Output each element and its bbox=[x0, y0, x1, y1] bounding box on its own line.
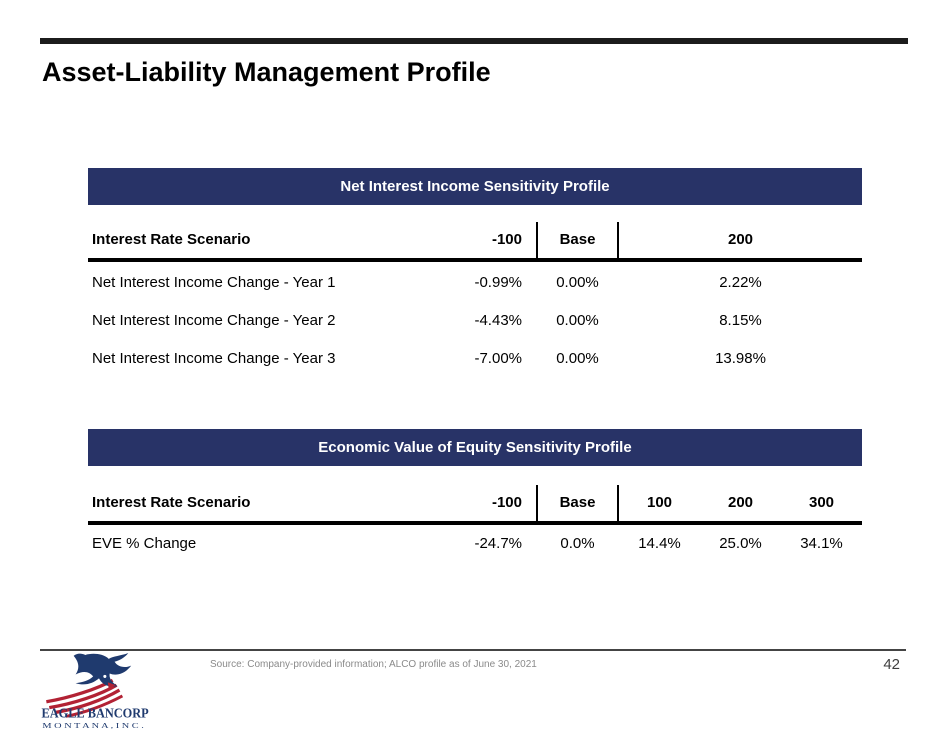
nii-header-200: 200 bbox=[727, 231, 754, 248]
nii-table-title-banner: Net Interest Income Sensitivity Profile bbox=[88, 168, 862, 205]
cell-value: 14.4% bbox=[638, 535, 681, 552]
page-title: Asset-Liability Management Profile bbox=[42, 57, 491, 87]
eagle-bancorp-logo: EAGLE BANCORP M O N T A N A , I N C . bbox=[41, 653, 149, 730]
cell-value: 0.0% bbox=[560, 535, 595, 552]
row-label: Net Interest Income Change - Year 1 bbox=[92, 274, 336, 291]
cell-value: 0.00% bbox=[556, 312, 599, 329]
nii-header-base: Base bbox=[559, 231, 596, 248]
nii-header-minus100: -100 bbox=[491, 231, 522, 248]
nii-sensitivity-table: Net Interest Income Sensitivity Profile … bbox=[88, 168, 862, 378]
table-row: Net Interest Income Change - Year 2 -4.4… bbox=[88, 302, 862, 340]
footer-rule bbox=[40, 649, 906, 651]
cell-value: -0.99% bbox=[474, 274, 522, 291]
eve-header-scenario: Interest Rate Scenario bbox=[92, 494, 251, 511]
cell-value: -24.7% bbox=[474, 535, 522, 552]
column-divider bbox=[536, 485, 538, 521]
table-row: EVE % Change -24.7% 0.0% 14.4% 25.0% 34.… bbox=[88, 525, 862, 563]
eve-sensitivity-table: Economic Value of Equity Sensitivity Pro… bbox=[88, 429, 862, 563]
cell-value: 13.98% bbox=[715, 350, 766, 367]
cell-value: 8.15% bbox=[719, 312, 762, 329]
cell-value: 0.00% bbox=[556, 350, 599, 367]
cell-value: -4.43% bbox=[474, 312, 522, 329]
top-rule bbox=[40, 38, 908, 44]
eve-header-100: 100 bbox=[646, 494, 673, 511]
eagle-icon bbox=[73, 653, 132, 690]
logo-subtitle-text: M O N T A N A , I N C . bbox=[42, 723, 144, 730]
logo-company-text: EAGLE BANCORP bbox=[41, 705, 148, 720]
eve-header-base: Base bbox=[559, 494, 596, 511]
eve-header-300: 300 bbox=[808, 494, 835, 511]
source-note: Source: Company-provided information; AL… bbox=[210, 659, 537, 670]
row-label: Net Interest Income Change - Year 2 bbox=[92, 312, 336, 329]
table-row: Net Interest Income Change - Year 3 -7.0… bbox=[88, 340, 862, 378]
eve-table-header-row: Interest Rate Scenario -100 Base 100 200… bbox=[88, 485, 862, 525]
nii-header-scenario: Interest Rate Scenario bbox=[92, 231, 251, 248]
row-label: Net Interest Income Change - Year 3 bbox=[92, 350, 336, 367]
cell-value: 2.22% bbox=[719, 274, 762, 291]
nii-table-header-row: Interest Rate Scenario -100 Base 200 bbox=[88, 222, 862, 262]
cell-value: 25.0% bbox=[719, 535, 762, 552]
column-divider bbox=[617, 222, 619, 258]
cell-value: -7.00% bbox=[474, 350, 522, 367]
row-label: EVE % Change bbox=[92, 535, 197, 552]
eve-table-title-banner: Economic Value of Equity Sensitivity Pro… bbox=[88, 429, 862, 466]
eve-header-200: 200 bbox=[727, 494, 754, 511]
cell-value: 0.00% bbox=[556, 274, 599, 291]
column-divider bbox=[536, 222, 538, 258]
cell-value: 34.1% bbox=[800, 535, 843, 552]
eve-header-minus100: -100 bbox=[491, 494, 522, 511]
column-divider bbox=[617, 485, 619, 521]
table-row: Net Interest Income Change - Year 1 -0.9… bbox=[88, 264, 862, 302]
page-number: 42 bbox=[883, 656, 900, 673]
